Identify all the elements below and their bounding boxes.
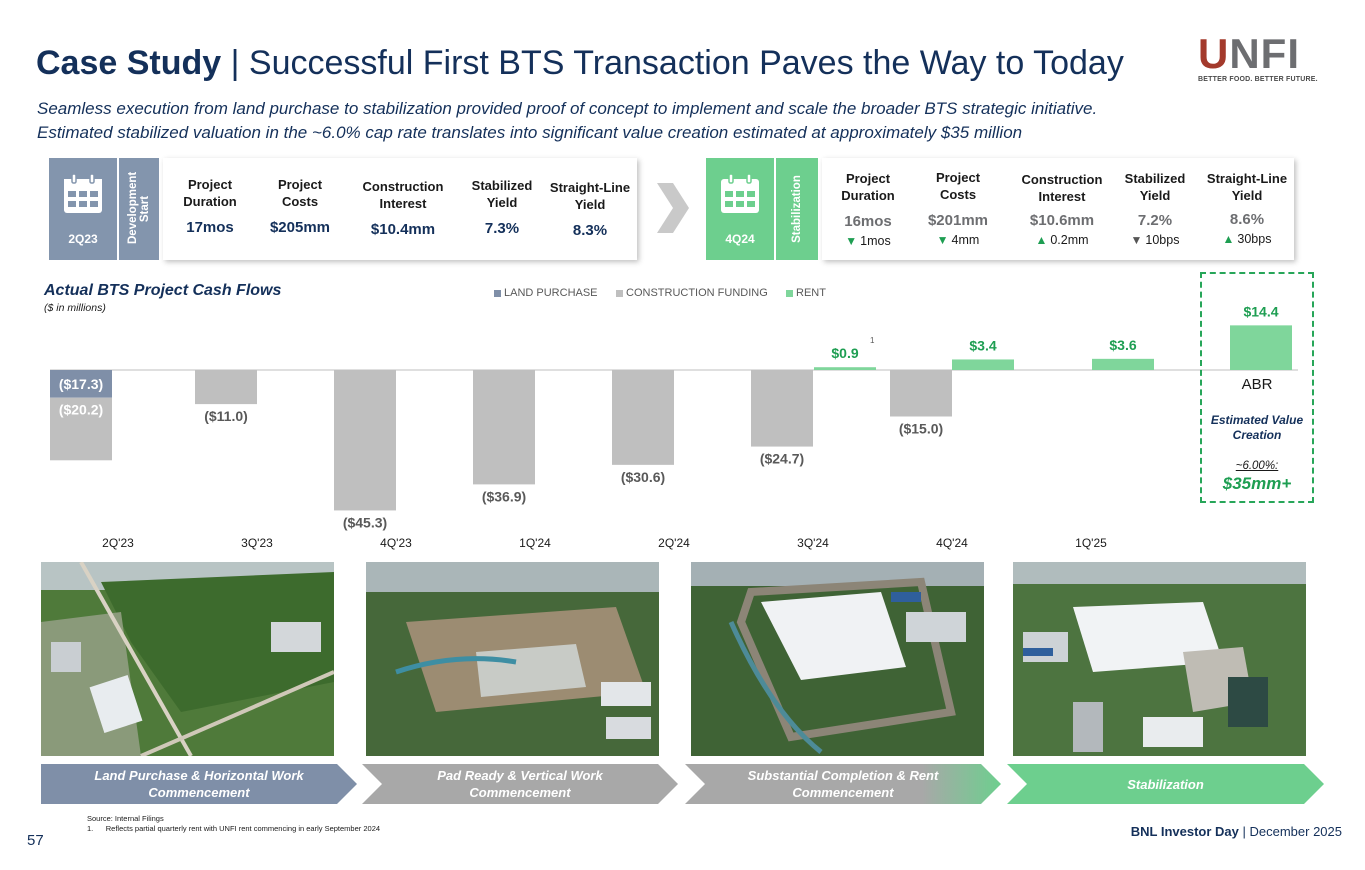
phase-banner-stabilization: Stabilization (1007, 764, 1324, 804)
abr-label: ABR (1241, 376, 1273, 393)
stab-metric-straight-line-yield: Straight-Line Yield 8.6% ▲ 30bps (1206, 171, 1288, 246)
x-tick-label-6: 4Q'24 (936, 536, 968, 550)
bar-land-0 (50, 370, 112, 398)
bar-construction-3 (473, 370, 535, 485)
bar-label-construction-1: ($11.0) (204, 408, 248, 424)
bar-label-construction-4: ($30.6) (621, 469, 665, 485)
development-metrics-card: Project Duration 17mos Project Costs $20… (163, 158, 637, 260)
stab-metric-duration: Project Duration 16mos ▼ 1mos (841, 171, 895, 248)
development-quarter: 2Q23 (68, 232, 98, 246)
stabilization-label: Stabilization (776, 158, 818, 260)
logo-tagline: BETTER FOOD. BETTER FUTURE. (1198, 76, 1318, 83)
down-triangle-icon: ▼ (936, 233, 949, 247)
aerial-photo-substantial-completion (691, 562, 984, 756)
x-tick-label-4: 2Q'24 (658, 536, 690, 550)
title-bold: Case Study (36, 44, 222, 82)
bar-label-rent-5: $0.9 (831, 345, 858, 361)
bar-label-construction-5: ($24.7) (760, 451, 804, 467)
calendar-icon (64, 173, 102, 213)
value-creation-amount: $35mm+ (1222, 474, 1292, 493)
source-line: Source: Internal Filings (87, 814, 164, 823)
bar-construction-6 (890, 370, 952, 417)
x-tick-label-3: 1Q'24 (519, 536, 551, 550)
footnote-line: 1. Reflects partial quarterly rent with … (87, 824, 381, 833)
bar-label-construction-2: ($45.3) (343, 514, 387, 530)
x-tick-label-1: 3Q'23 (241, 536, 273, 550)
bar-label-rent-7: $3.6 (1109, 337, 1136, 353)
x-tick-label-7: 1Q'25 (1075, 536, 1107, 550)
legend-item-land: LAND PURCHASE (494, 287, 598, 299)
development-start-label: Development Start (119, 158, 159, 260)
dev-metric-straight-line-yield: Straight-Line Yield 8.3% (549, 180, 631, 239)
down-triangle-icon: ▼ (1130, 233, 1143, 247)
development-calendar-tile: 2Q23 (49, 158, 117, 260)
aerial-photo-land-purchase (41, 562, 334, 756)
bar-rent-5 (814, 367, 876, 370)
up-triangle-icon: ▲ (1222, 232, 1235, 246)
bar-label-construction-6: ($15.0) (899, 421, 943, 437)
cap-rate: ~6.00%: (1235, 460, 1279, 472)
bar-rent-6 (952, 359, 1014, 370)
bar-rent-7 (1092, 358, 1154, 370)
title-rest: | Successful First BTS Transaction Paves… (221, 44, 1124, 82)
bar-label-construction-3: ($36.9) (482, 488, 526, 504)
chart-subtitle: ($ in millions) (44, 302, 106, 314)
subtitle-line-2: Estimated stabilized valuation in the ~6… (37, 123, 1023, 142)
up-triangle-icon: ▲ (1035, 233, 1048, 247)
x-tick-label-0: 2Q'23 (102, 536, 134, 550)
dev-metric-interest: Construction Interest $10.4mm (362, 179, 444, 238)
bar-label-land-0: ($17.3) (59, 376, 103, 392)
aerial-photo-pad-ready (366, 562, 659, 756)
value-creation-label: Estimated Value Creation (1210, 413, 1304, 442)
phase-banner-pad-ready: Pad Ready & Vertical Work Commencement (362, 764, 678, 804)
page-subtitle: Seamless execution from land purchase to… (37, 97, 1097, 145)
page-title: Case Study | Successful First BTS Transa… (36, 44, 1124, 83)
aerial-photo-stabilization (1013, 562, 1306, 756)
footer-event: BNL Investor Day | December 2025 (1130, 824, 1342, 839)
bar-construction-5 (751, 370, 813, 447)
footnote-marker: 1 (870, 336, 875, 345)
stabilization-metrics-card: Project Duration 16mos ▼ 1mos Project Cos… (822, 158, 1294, 260)
down-triangle-icon: ▼ (845, 234, 858, 248)
legend-item-construction: CONSTRUCTION FUNDING (616, 287, 768, 299)
logo-letter-u: U (1198, 30, 1230, 77)
bar-construction-2 (334, 370, 396, 511)
stab-metric-costs: Project Costs $201mm ▼ 4mm (927, 170, 989, 247)
page-number: 57 (27, 832, 44, 849)
logo-letters: NFI (1229, 30, 1300, 77)
dev-metric-stabilized-yield: Stabilized Yield 7.3% (471, 178, 533, 237)
stab-metric-stabilized-yield: Stabilized Yield 7.2% ▼ 10bps (1124, 171, 1186, 247)
subtitle-line-1: Seamless execution from land purchase to… (37, 99, 1098, 118)
bar-label-rent-8: $14.4 (1243, 303, 1278, 319)
x-tick-label-2: 4Q'23 (380, 536, 412, 550)
bar-construction-0 (50, 397, 112, 461)
dev-metric-costs: Project Costs $205mm (269, 177, 331, 236)
stab-metric-interest: Construction Interest $10.6mm ▲ 0.2mm (1021, 172, 1103, 247)
dev-metric-duration: Project Duration 17mos (183, 177, 237, 236)
bar-construction-1 (195, 370, 257, 405)
stabilization-quarter: 4Q24 (725, 232, 755, 246)
bar-label-rent-6: $3.4 (969, 337, 996, 353)
legend-item-rent: RENT (786, 287, 826, 299)
phase-banner-land-purchase: Land Purchase & Horizontal Work Commence… (41, 764, 357, 804)
stabilization-calendar-tile: 4Q24 (706, 158, 774, 260)
cash-flow-chart: ($17.3) ($20.2) 2Q'23 ($11.0) 3Q'23 ($45.3) 4Q… (50, 303, 1298, 550)
abr-dashed-box (1200, 272, 1314, 503)
phase-banner-substantial-completion: Substantial Completion & Rent Commenceme… (685, 764, 1001, 804)
x-tick-label-5: 3Q'24 (797, 536, 829, 550)
bar-label-construction-0: ($20.2) (59, 402, 103, 418)
unfi-logo: UNFI BETTER FOOD. BETTER FUTURE. (1198, 33, 1318, 88)
calendar-icon (721, 173, 759, 213)
bar-construction-4 (612, 370, 674, 465)
source-notes: Source: Internal Filings 1. Reflects par… (87, 814, 380, 834)
chart-title: Actual BTS Project Cash Flows (44, 282, 282, 299)
chevron-right-icon (657, 183, 689, 233)
bar-rent-8 (1230, 325, 1292, 370)
